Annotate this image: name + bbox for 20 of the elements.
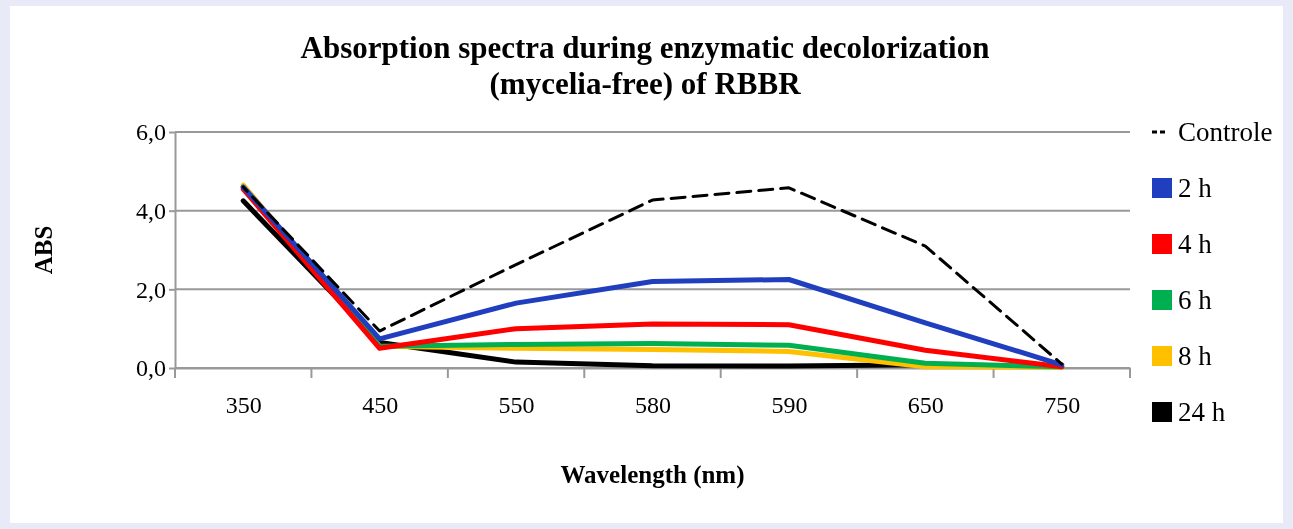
y-tick-label: 4,0 (136, 197, 166, 224)
x-tick-label: 650 (907, 392, 944, 419)
legend-label: 4 h (1178, 229, 1213, 259)
x-axis-title: Wavelength (nm) (560, 461, 745, 489)
x-tick-label: 580 (635, 392, 671, 419)
legend-label: Controle (1178, 117, 1273, 147)
x-tick-label: 550 (498, 392, 535, 419)
x-tick-label: 350 (225, 392, 262, 419)
y-axis-title: ABS (30, 225, 57, 275)
y-tick-label: 6,0 (136, 119, 166, 146)
y-tick-label: 2,0 (136, 276, 166, 303)
legend-label: 8 h (1178, 341, 1213, 371)
x-tick-label: 750 (1044, 392, 1081, 419)
legend-label: 6 h (1178, 285, 1213, 315)
legend-label: 2 h (1178, 173, 1213, 203)
x-tick-label: 450 (362, 392, 399, 419)
x-tick-label: 590 (771, 392, 808, 419)
y-tick-label: 0,0 (136, 355, 166, 382)
legend-label: 24 h (1178, 397, 1226, 427)
chart-title: Absorption spectra during enzymatic decolorization (mycelia-free) of RBBR (300, 30, 990, 101)
